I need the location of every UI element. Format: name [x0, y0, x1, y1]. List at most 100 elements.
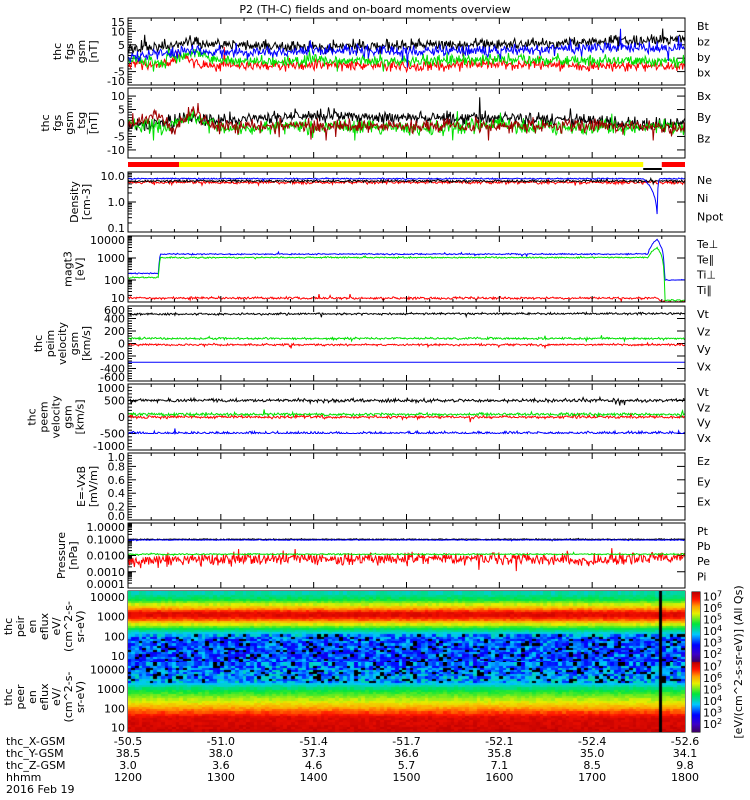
peim-velocity-ylabel: thc peim velocity gsm [km/s] — [32, 322, 93, 365]
axis-label-line: velocity — [56, 322, 69, 365]
axis-label-line: gsm — [62, 405, 75, 428]
ephemeris-value: 35.8 — [487, 747, 512, 760]
e-field-ylabel: E=-VxB [mV/m] — [75, 466, 100, 507]
colorbar-title: [eV/(cm^2-s-sr-eV)] (All Qs) — [732, 585, 745, 738]
series-line-Vt — [128, 395, 685, 406]
peem-velocity-y-tick-label: -1000 — [93, 440, 125, 453]
peer-y-tick-label: 1000 — [97, 683, 125, 696]
mode-bar-segment — [643, 168, 662, 170]
peir-y-tick-label: 10000 — [90, 591, 125, 604]
fgs-gsm-y-tick-label: 0 — [118, 52, 125, 65]
fgs-gsm-tsg-y-tick-label: -5 — [114, 130, 125, 143]
colorbar-tick-label: 104 — [703, 624, 722, 638]
colorbar-tick-label: 107 — [703, 660, 722, 674]
magt3-ylabel: magt3 [eV] — [62, 251, 87, 287]
peim-velocity-y-tick-label: 200 — [104, 325, 125, 338]
density-y-tick-label: 0.1 — [108, 222, 126, 235]
legend-Ez: Ez — [697, 455, 710, 468]
colorbar-base: 10 — [703, 684, 717, 697]
ephemeris-value: 7.1 — [491, 759, 509, 772]
axis-label-line: sr-eV) — [74, 681, 87, 713]
legend-Te∥: Te∥ — [696, 253, 714, 266]
axis-label-line: gsm — [68, 332, 81, 355]
colorbar-tick-label: 105 — [703, 613, 722, 627]
colorbar-exponent: 4 — [717, 694, 722, 703]
axis-label-line: en — [26, 690, 39, 704]
density-y-tick-label: 10.0 — [101, 170, 126, 183]
e-field-frame — [127, 452, 686, 521]
x-tick-label: 1200 — [114, 771, 142, 784]
axis-label-line: gsm — [63, 111, 76, 134]
magt3-y-tick-label: 100 — [104, 274, 125, 287]
series-line-Pb — [128, 548, 685, 572]
colorbar-exponent: 5 — [717, 683, 722, 692]
ephemeris-value: 5.7 — [398, 759, 416, 772]
colorbar-base: 10 — [703, 672, 717, 685]
legend-Npot: Npot — [697, 210, 724, 223]
series-line-Ti⊥ — [128, 238, 685, 282]
mode-bar-segment — [128, 162, 180, 167]
x-tick-label: 1300 — [207, 771, 235, 784]
axis-label-line: peim — [44, 330, 57, 358]
peir-ylabel: thc peir en eflux eV/(cm^2-s-sr-eV) — [2, 601, 87, 652]
colorbar-base: 10 — [703, 661, 717, 674]
axis-label-line: E=-VxB — [75, 466, 88, 507]
colorbar — [692, 592, 700, 732]
legend-Vy: Vy — [697, 343, 711, 356]
x-tick-label: 1600 — [485, 771, 513, 784]
ephemeris-value: -52.1 — [485, 735, 513, 748]
colorbar-exponent: 2 — [717, 717, 722, 726]
axis-label-line: [nT] — [87, 40, 100, 62]
axis-label-line: gsm — [75, 40, 88, 63]
density-y-tick-label: 1.0 — [108, 196, 126, 209]
series-line-Ne — [128, 178, 685, 187]
axis-label-line: [km/s] — [74, 399, 87, 434]
fgs-gsm-tsg-y-tick-label: 0 — [118, 117, 125, 130]
ephemeris-value: -50.5 — [114, 735, 142, 748]
ephemeris-label: thc_Y-GSM — [6, 747, 64, 760]
colorbar-tick-label: 103 — [703, 706, 722, 720]
colorbar-exponent: 3 — [717, 706, 722, 715]
peim-velocity-traces — [128, 311, 685, 363]
fgs-gsm-y-tick-label: -5 — [114, 66, 125, 79]
density-ylabel: Density [cm-3] — [68, 181, 93, 223]
peim-velocity-y-tick-label: -400 — [100, 363, 125, 376]
axis-label-line: [mV/m] — [87, 466, 100, 507]
legend-Ex: Ex — [697, 496, 711, 509]
series-line-bx — [128, 28, 685, 68]
legend-by: by — [697, 51, 711, 64]
peim-velocity-y-tick-label: 0 — [118, 338, 125, 351]
fgs-gsm-y-tick-label: 15 — [111, 16, 125, 29]
legend-Vt: Vt — [697, 308, 710, 321]
legend-Pb: Pb — [697, 540, 711, 553]
colorbar-base: 10 — [703, 707, 717, 720]
pressure-y-tick-label: 0.0001 — [87, 578, 126, 591]
fgs-gsm-y-tick-label: -10 — [107, 75, 125, 88]
series-line-Vy — [128, 335, 685, 343]
axis-label-line: peer — [14, 684, 27, 710]
axis-label-line: [cm-3] — [80, 184, 93, 220]
colorbar-tick-label: 103 — [703, 636, 722, 650]
legend-Vx: Vx — [697, 360, 712, 373]
colorbar-tick-label: 106 — [703, 671, 722, 685]
ephemeris-value: -52.6 — [671, 735, 699, 748]
legend-Vz: Vz — [697, 401, 711, 414]
ephemeris-value: -51.0 — [207, 735, 235, 748]
magt3-frame — [127, 235, 686, 303]
series-line-Bz — [128, 103, 685, 141]
axis-label-line: peir — [14, 615, 27, 637]
ephemeris-label: thc_X-GSM — [6, 735, 65, 748]
axis-label-line: thc — [32, 335, 45, 352]
magt3-y-tick-label: 10000 — [90, 234, 125, 247]
legend-bx: bx — [697, 67, 711, 80]
legend-Ti⊥: Ti⊥ — [696, 269, 716, 282]
mode-bar-segment — [179, 162, 644, 167]
series-line-Pi — [128, 538, 685, 542]
legend-Ey: Ey — [697, 475, 711, 488]
peim-velocity-y-tick-label: -200 — [100, 350, 125, 363]
axis-label-line: Pressure — [55, 532, 68, 579]
axis-label-line: Density — [68, 181, 81, 223]
peem-velocity-y-tick-label: 500 — [104, 395, 125, 408]
ephemeris-value: -51.4 — [299, 735, 327, 748]
ephemeris-value: 3.0 — [119, 759, 137, 772]
